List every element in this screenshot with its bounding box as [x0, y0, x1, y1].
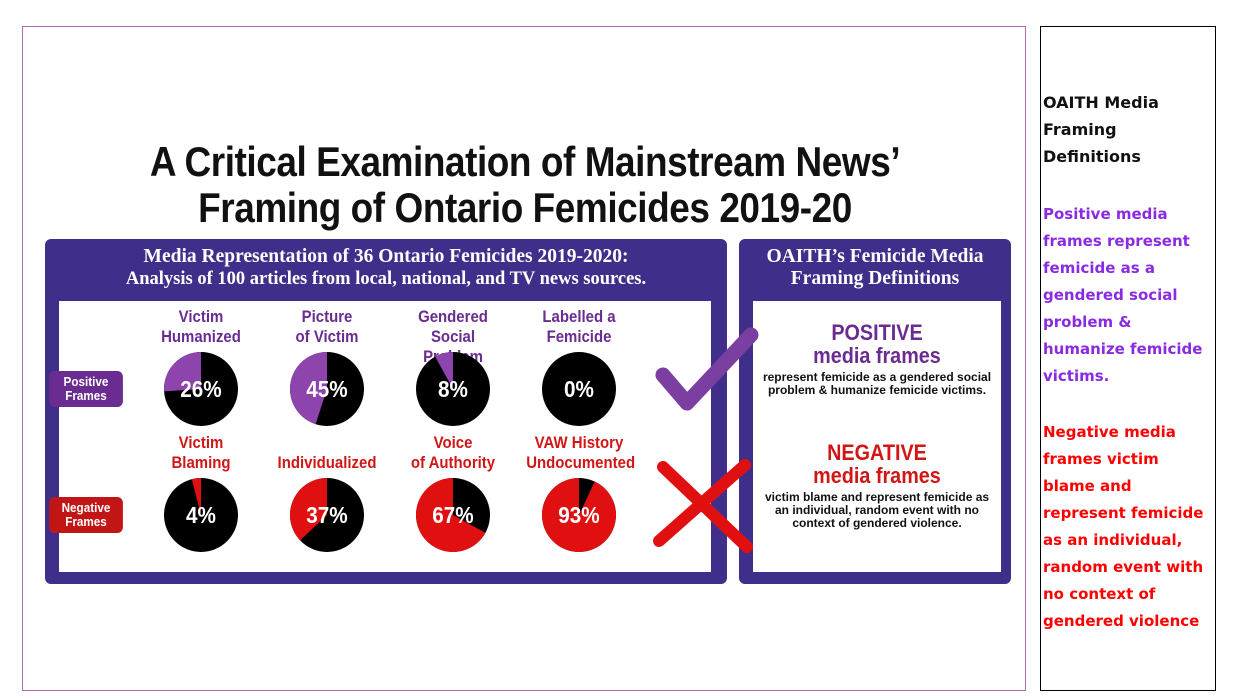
negative-title-line-1: NEGATIVE [827, 440, 927, 465]
metric-positive-1: Victim Humanized 26% [141, 307, 261, 433]
positive-frames-description: represent femicide as a gendered social … [762, 370, 992, 397]
positive-title-line-2: media frames [813, 343, 941, 368]
pie-percent-label: 0% [564, 376, 594, 402]
pie-svg [542, 352, 616, 426]
pie-label: VAW History Undocumented [526, 433, 636, 473]
checkmark-icon [655, 327, 759, 411]
pie-label: Victim Blaming [148, 433, 254, 473]
pie-percent-label: 37% [306, 502, 348, 528]
definitions-body: POSITIVE media frames represent femicide… [753, 301, 1001, 572]
title-line-1: A Critical Examination of Mainstream New… [149, 138, 901, 185]
pie-label-line-2: Femicide [546, 327, 612, 346]
pie-chart: 37% [289, 477, 365, 553]
pie-chart: 8% [415, 351, 491, 427]
pie-label: Voice of Authority [400, 433, 506, 473]
heading-line-1: Media Representation of 36 Ontario Femic… [143, 246, 629, 267]
pie-value-slice [290, 352, 327, 425]
heading-line-2: Analysis of 100 articles from local, nat… [125, 269, 647, 289]
badge-line-2: Frames [65, 514, 107, 529]
badge-line-1: Negative [61, 500, 111, 515]
pie-svg [163, 352, 238, 426]
definitions-heading-line-2: Framing Definitions [790, 268, 960, 289]
pie-label-line-2: Blaming [171, 453, 231, 472]
media-representation-heading: Media Representation of 36 Ontario Femic… [45, 246, 727, 290]
pie-chart: 0% [541, 351, 617, 427]
pie-label-line-1: Victim [178, 433, 224, 452]
badge-line-1: Positive [63, 374, 109, 389]
definitions-panel: OAITH’s Femicide Media Framing Definitio… [739, 239, 1011, 584]
pie-label-line-2: of Victim [295, 327, 359, 346]
infographic-title: A Critical Examination of Mainstream New… [83, 139, 967, 231]
pie-svg [164, 478, 238, 552]
pie-label-line-2: Individualized [277, 453, 377, 472]
metric-negative-4: VAW History Undocumented 93% [519, 433, 639, 559]
pie-value-slice [415, 478, 486, 552]
pie-percent-label: 4% [186, 502, 216, 528]
pie-label-line-2: Undocumented [526, 453, 636, 472]
negative-frames-badge: Negative Frames [49, 497, 123, 533]
sidebar-title: OAITH Media Framing Definitions [1043, 93, 1159, 166]
metric-negative-3: Voice of Authority 67% [393, 433, 513, 559]
pie-label-line-2: of Authority [410, 453, 496, 472]
pie-percent-label: 93% [558, 502, 600, 528]
pie-grid: Positive Frames Negative Frames Victim Humani… [49, 301, 711, 572]
pie-remainder-slice [542, 352, 616, 426]
pie-label-line-1 [274, 433, 380, 453]
pie-chart: 93% [541, 477, 617, 553]
metric-positive-2: Picture of Victim 45% [267, 307, 387, 433]
infographic-slide: A Critical Examination of Mainstream New… [22, 26, 1026, 691]
pie-percent-label: 67% [432, 502, 474, 528]
badge-line-2: Frames [65, 388, 107, 403]
pie-label-line-1: Picture [301, 307, 353, 326]
pie-chart: 67% [415, 477, 491, 553]
definitions-sidebar: OAITH Media Framing Definitions Positive… [1040, 26, 1216, 691]
pie-svg [541, 478, 616, 552]
definitions-heading-line-1: OAITH’s Femicide Media [766, 246, 984, 267]
pie-svg [415, 478, 490, 552]
pie-label-line-1: Labelled a [542, 307, 616, 326]
pie-label-line-1: VAW History [534, 433, 624, 452]
pie-svg [290, 352, 364, 426]
title-line-2: Framing of Ontario Femicides 2019-20 [198, 184, 852, 231]
pie-svg [416, 352, 490, 426]
pie-chart: 4% [163, 477, 239, 553]
media-representation-panel: Media Representation of 36 Ontario Femic… [45, 239, 727, 584]
metric-positive-4: Labelled a Femicide 0% [519, 307, 639, 433]
pie-label: Victim Humanized [148, 307, 254, 347]
positive-frames-title: POSITIVE media frames [765, 321, 988, 367]
pie-label-line-1: Victim [178, 307, 224, 326]
pie-percent-label: 26% [180, 376, 222, 402]
negative-frames-description: victim blame and represent femicide as a… [764, 490, 990, 530]
pie-percent-label: 8% [438, 376, 468, 402]
pie-percent-label: 45% [306, 376, 348, 402]
sidebar-negative-text: Negative media frames victim blame and r… [1043, 423, 1204, 630]
pie-svg [290, 478, 364, 552]
positive-title-line-1: POSITIVE [831, 320, 923, 345]
negative-title-line-2: media frames [813, 463, 941, 488]
sidebar-positive-text: Positive media frames represent femicide… [1043, 205, 1203, 385]
negative-frames-title: NEGATIVE media frames [765, 441, 988, 487]
metric-negative-1: Victim Blaming 4% [141, 433, 261, 559]
metric-negative-2: Individualized 37% [267, 433, 387, 559]
pie-value-slice [541, 478, 616, 552]
pie-label-line-1: Gendered [418, 307, 488, 326]
pie-label: Individualized [274, 433, 380, 473]
pie-value-slice [163, 352, 201, 392]
positive-frames-badge: Positive Frames [49, 371, 123, 407]
definitions-heading: OAITH’s Femicide Media Framing Definitio… [739, 246, 1011, 290]
pie-label: Picture of Victim [274, 307, 380, 347]
pie-label: Labelled a Femicide [526, 307, 632, 347]
pie-chart: 26% [163, 351, 239, 427]
pie-value-slice [435, 352, 453, 389]
x-mark-icon [653, 459, 753, 553]
pie-label-line-2: Humanized [161, 327, 241, 346]
pie-chart: 45% [289, 351, 365, 427]
pie-value-slice [290, 478, 327, 541]
pie-label-line-1: Voice [433, 433, 473, 452]
pie-value-slice [191, 478, 201, 515]
